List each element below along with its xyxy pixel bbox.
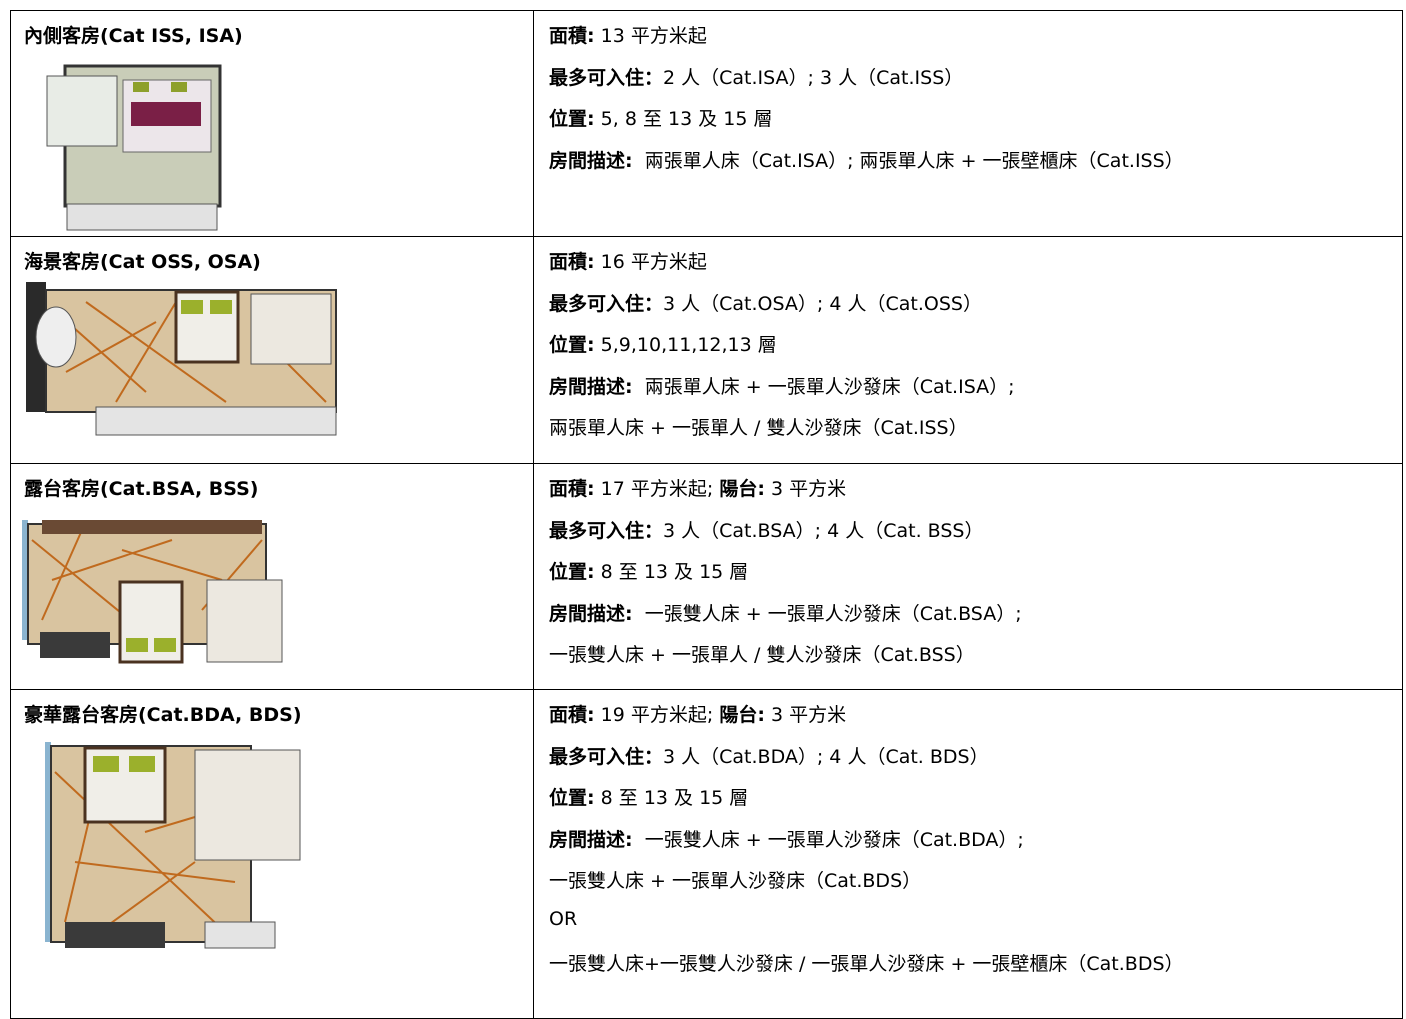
info-text: 19 平方米起;: [594, 704, 720, 726]
floor-plan: [46, 64, 222, 231]
info-text: 2 人（Cat.ISA）; 3 人（Cat.ISS）: [663, 66, 964, 89]
info-text: 一張雙人床 + 一張單人沙發床（Cat.BDA）;: [632, 828, 1024, 851]
info-text: 3 平方米: [764, 478, 847, 500]
info-cell: 面積: 13 平方米起最多可入住：2 人（Cat.ISA）; 3 人（Cat.I…: [533, 10, 1403, 237]
info-line: 最多可入住：2 人（Cat.ISA）; 3 人（Cat.ISS）: [549, 63, 963, 90]
info-line: 位置: 5,9,10,11,12,13 層: [549, 330, 777, 357]
info-text: 3 人（Cat.BDA）; 4 人（Cat. BDS）: [663, 745, 989, 768]
info-text: 一張雙人床+一張雙人沙發床 / 一張單人沙發床 + 一張壁櫃床（Cat.BDS）: [549, 953, 1184, 975]
floor-plan: [22, 520, 283, 664]
info-cell: 面積: 17 平方米起; 陽台: 3 平方米最多可入住：3 人（Cat.BSA）…: [533, 463, 1403, 690]
info-label: 位置:: [549, 561, 595, 583]
info-label: 位置:: [549, 334, 595, 356]
info-text: 13 平方米起: [594, 25, 707, 47]
room-title: 內側客房(Cat ISS, ISA): [24, 25, 243, 47]
floor-plan: [45, 742, 301, 949]
info-label: 房間描述:: [549, 375, 633, 398]
room-title: 豪華露台客房(Cat.BDA, BDS): [24, 704, 302, 726]
info-text: 16 平方米起: [594, 251, 707, 273]
info-text: 8 至 13 及 15 層: [594, 787, 749, 809]
info-label: 位置:: [549, 787, 595, 809]
info-line: 最多可入住：3 人（Cat.BSA）; 4 人（Cat. BSS）: [549, 516, 983, 543]
info-label: 房間描述:: [549, 828, 633, 851]
info-label: 陽台:: [719, 478, 765, 500]
info-line: 面積: 19 平方米起; 陽台: 3 平方米: [549, 700, 846, 727]
info-label: 面積:: [549, 478, 595, 500]
info-text: 3 人（Cat.BSA）; 4 人（Cat. BSS）: [663, 519, 984, 542]
floor-plan: [26, 282, 337, 436]
info-label: 面積:: [549, 251, 595, 273]
room-title: 露台客房(Cat.BSA, BSS): [24, 478, 259, 500]
info-cell: 面積: 19 平方米起; 陽台: 3 平方米最多可入住：3 人（Cat.BDA）…: [533, 689, 1403, 1019]
info-label: 面積:: [549, 704, 595, 726]
info-line: OR: [549, 908, 577, 930]
info-text: 一張雙人床 + 一張單人沙發床（Cat.BSA）;: [632, 602, 1022, 625]
info-line: 最多可入住：3 人（Cat.BDA）; 4 人（Cat. BDS）: [549, 742, 989, 769]
info-line: 兩張單人床 + 一張單人 / 雙人沙發床（Cat.ISS）: [549, 413, 968, 440]
info-text: 5,9,10,11,12,13 層: [594, 334, 777, 356]
info-line: 位置: 5, 8 至 13 及 15 層: [549, 104, 772, 131]
info-label: 房間描述:: [549, 602, 633, 625]
info-line: 一張雙人床+一張雙人沙發床 / 一張單人沙發床 + 一張壁櫃床（Cat.BDS）: [549, 949, 1184, 976]
info-text: 3 人（Cat.OSA）; 4 人（Cat.OSS）: [663, 292, 982, 315]
info-label: 陽台:: [719, 704, 765, 726]
info-text: 兩張單人床 + 一張單人 / 雙人沙發床（Cat.ISS）: [549, 417, 968, 439]
room-title: 海景客房(Cat OSS, OSA): [24, 251, 261, 273]
info-text: 5, 8 至 13 及 15 層: [594, 108, 773, 130]
info-text: 17 平方米起;: [594, 478, 720, 500]
info-line: 面積: 17 平方米起; 陽台: 3 平方米: [549, 474, 846, 501]
info-label: 最多可入住：: [549, 292, 664, 315]
info-line: 一張雙人床 + 一張單人沙發床（Cat.BDS）: [549, 866, 921, 893]
info-text: 一張雙人床 + 一張單人沙發床（Cat.BDS）: [549, 870, 922, 892]
info-line: 位置: 8 至 13 及 15 層: [549, 783, 748, 810]
info-line: 位置: 8 至 13 及 15 層: [549, 557, 748, 584]
info-line: 房間描述: 兩張單人床（Cat.ISA）; 兩張單人床 + 一張壁櫃床（Cat.…: [549, 146, 1184, 173]
info-line: 房間描述: 一張雙人床 + 一張單人沙發床（Cat.BSA）;: [549, 599, 1022, 626]
info-text: 一張雙人床 + 一張單人 / 雙人沙發床（Cat.BSS）: [549, 644, 975, 666]
info-text: 兩張單人床（Cat.ISA）; 兩張單人床 + 一張壁櫃床（Cat.ISS）: [632, 149, 1184, 172]
info-line: 一張雙人床 + 一張單人 / 雙人沙發床（Cat.BSS）: [549, 640, 975, 667]
info-label: 最多可入住：: [549, 519, 664, 542]
info-label: 位置:: [549, 108, 595, 130]
info-label: 最多可入住：: [549, 66, 664, 89]
info-text: 兩張單人床 + 一張單人沙發床（Cat.ISA）;: [632, 375, 1015, 398]
info-label: 最多可入住：: [549, 745, 664, 768]
info-line: 房間描述: 一張雙人床 + 一張單人沙發床（Cat.BDA）;: [549, 825, 1024, 852]
info-line: 房間描述: 兩張單人床 + 一張單人沙發床（Cat.ISA）;: [549, 372, 1015, 399]
info-text: 3 平方米: [764, 704, 847, 726]
info-label: 面積:: [549, 25, 595, 47]
info-cell: 面積: 16 平方米起最多可入住：3 人（Cat.OSA）; 4 人（Cat.O…: [533, 236, 1403, 464]
info-line: 面積: 13 平方米起: [549, 21, 707, 48]
info-line: 面積: 16 平方米起: [549, 247, 707, 274]
info-line: 最多可入住：3 人（Cat.OSA）; 4 人（Cat.OSS）: [549, 289, 982, 316]
info-text: OR: [549, 907, 578, 930]
info-text: 8 至 13 及 15 層: [594, 561, 749, 583]
info-label: 房間描述:: [549, 149, 633, 172]
